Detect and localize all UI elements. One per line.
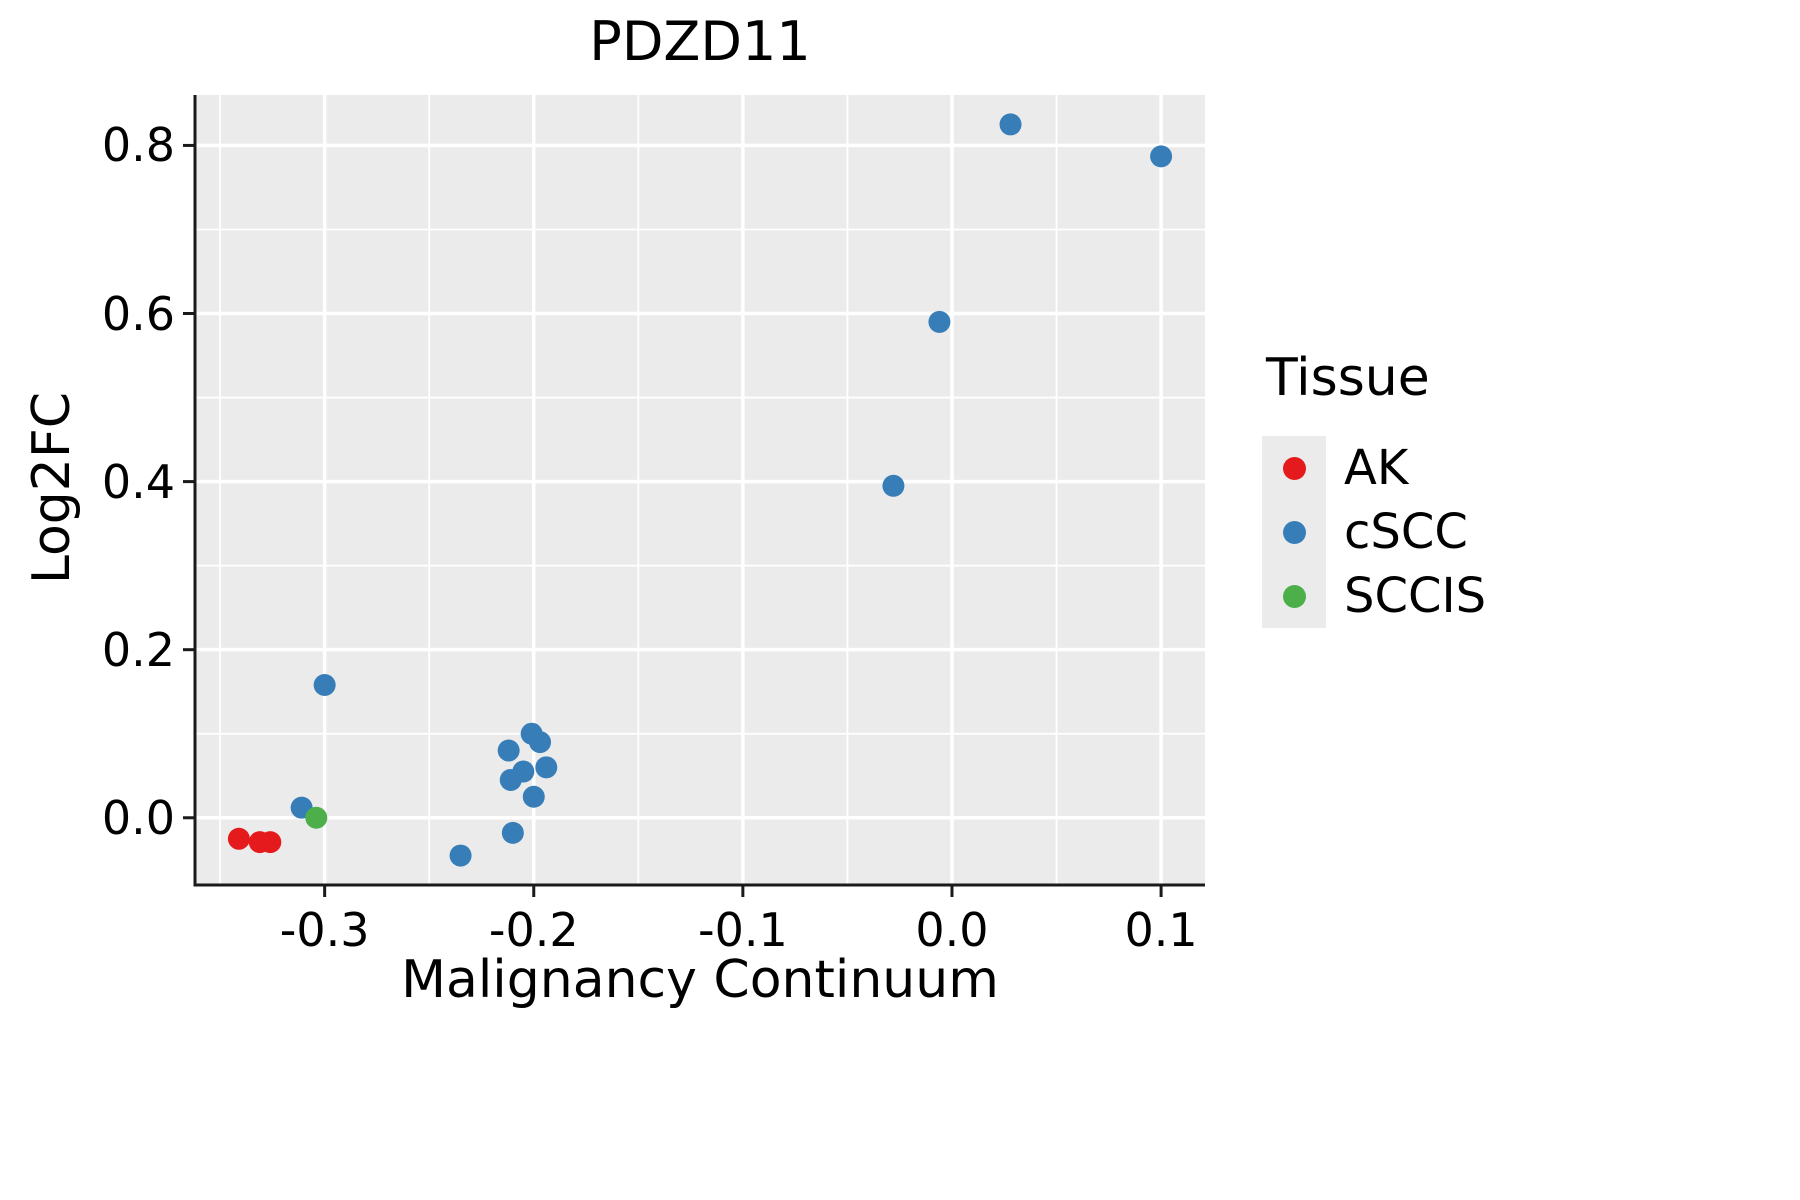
legend-key [1262,500,1326,564]
legend-dot-icon [1282,456,1306,480]
scatter-point-cSCC [999,113,1022,136]
scatter-point-cSCC [1150,145,1173,168]
legend-key [1262,436,1326,500]
scatter-point-cSCC [449,844,472,867]
scatter-point-cSCC [522,785,545,808]
scatter-point-cSCC [928,310,951,333]
y-tick-label: 0.8 [101,118,175,173]
scatter-point-AK [227,827,250,850]
scatter-point-cSCC [529,731,552,754]
legend-items: AK cSCC SCCIS [1262,436,1486,628]
x-tick-label: -0.1 [697,903,788,957]
y-tick-label: 0.0 [101,790,175,845]
legend-dot-icon [1282,584,1306,608]
plot-title: PDZD11 [589,10,811,73]
scatter-point-SCCIS [305,806,328,829]
y-tick-label: 0.4 [101,454,175,509]
x-tick-label: 0.0 [915,903,989,957]
legend-title: Tissue [1266,348,1430,408]
scatter-point-AK [259,831,282,854]
legend-item-AK: AK [1262,436,1486,500]
scatter-point-cSCC [882,474,905,497]
legend: Tissue AK cSCC SCCIS [1262,348,1486,628]
scatter-point-cSCC [497,739,520,762]
scatter-point-cSCC [535,756,558,779]
legend-label: SCCIS [1344,568,1487,624]
legend-label: AK [1344,440,1409,496]
y-tick-label: 0.2 [101,622,175,677]
x-axis-label: Malignancy Continuum [401,950,999,1010]
y-tick-label: 0.6 [101,286,175,341]
x-tick-label: -0.2 [488,903,579,957]
x-tick-label: -0.3 [279,903,370,957]
legend-item-SCCIS: SCCIS [1262,564,1486,628]
legend-item-cSCC: cSCC [1262,500,1486,564]
legend-dot-icon [1282,520,1306,544]
scatter-point-cSCC [313,673,336,696]
legend-key [1262,564,1326,628]
x-tick-label: 0.1 [1124,903,1198,957]
scatter-point-cSCC [501,821,524,844]
scatter-point-cSCC [512,760,535,783]
legend-label: cSCC [1344,504,1468,560]
plot-panel-background [195,95,1205,885]
